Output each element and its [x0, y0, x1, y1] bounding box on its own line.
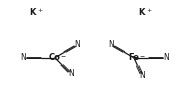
Text: K: K [138, 8, 145, 17]
Text: Co: Co [49, 53, 61, 62]
Text: +: + [37, 8, 42, 13]
Text: N: N [108, 40, 114, 49]
Text: N: N [20, 53, 25, 62]
Text: N: N [75, 40, 81, 49]
Text: −: − [61, 53, 66, 58]
Text: −: − [140, 53, 145, 58]
Text: N: N [68, 69, 74, 78]
Text: +: + [146, 8, 151, 13]
Text: K: K [29, 8, 36, 17]
Text: N: N [163, 53, 169, 62]
Text: N: N [139, 71, 145, 80]
Text: Fe: Fe [128, 53, 140, 62]
